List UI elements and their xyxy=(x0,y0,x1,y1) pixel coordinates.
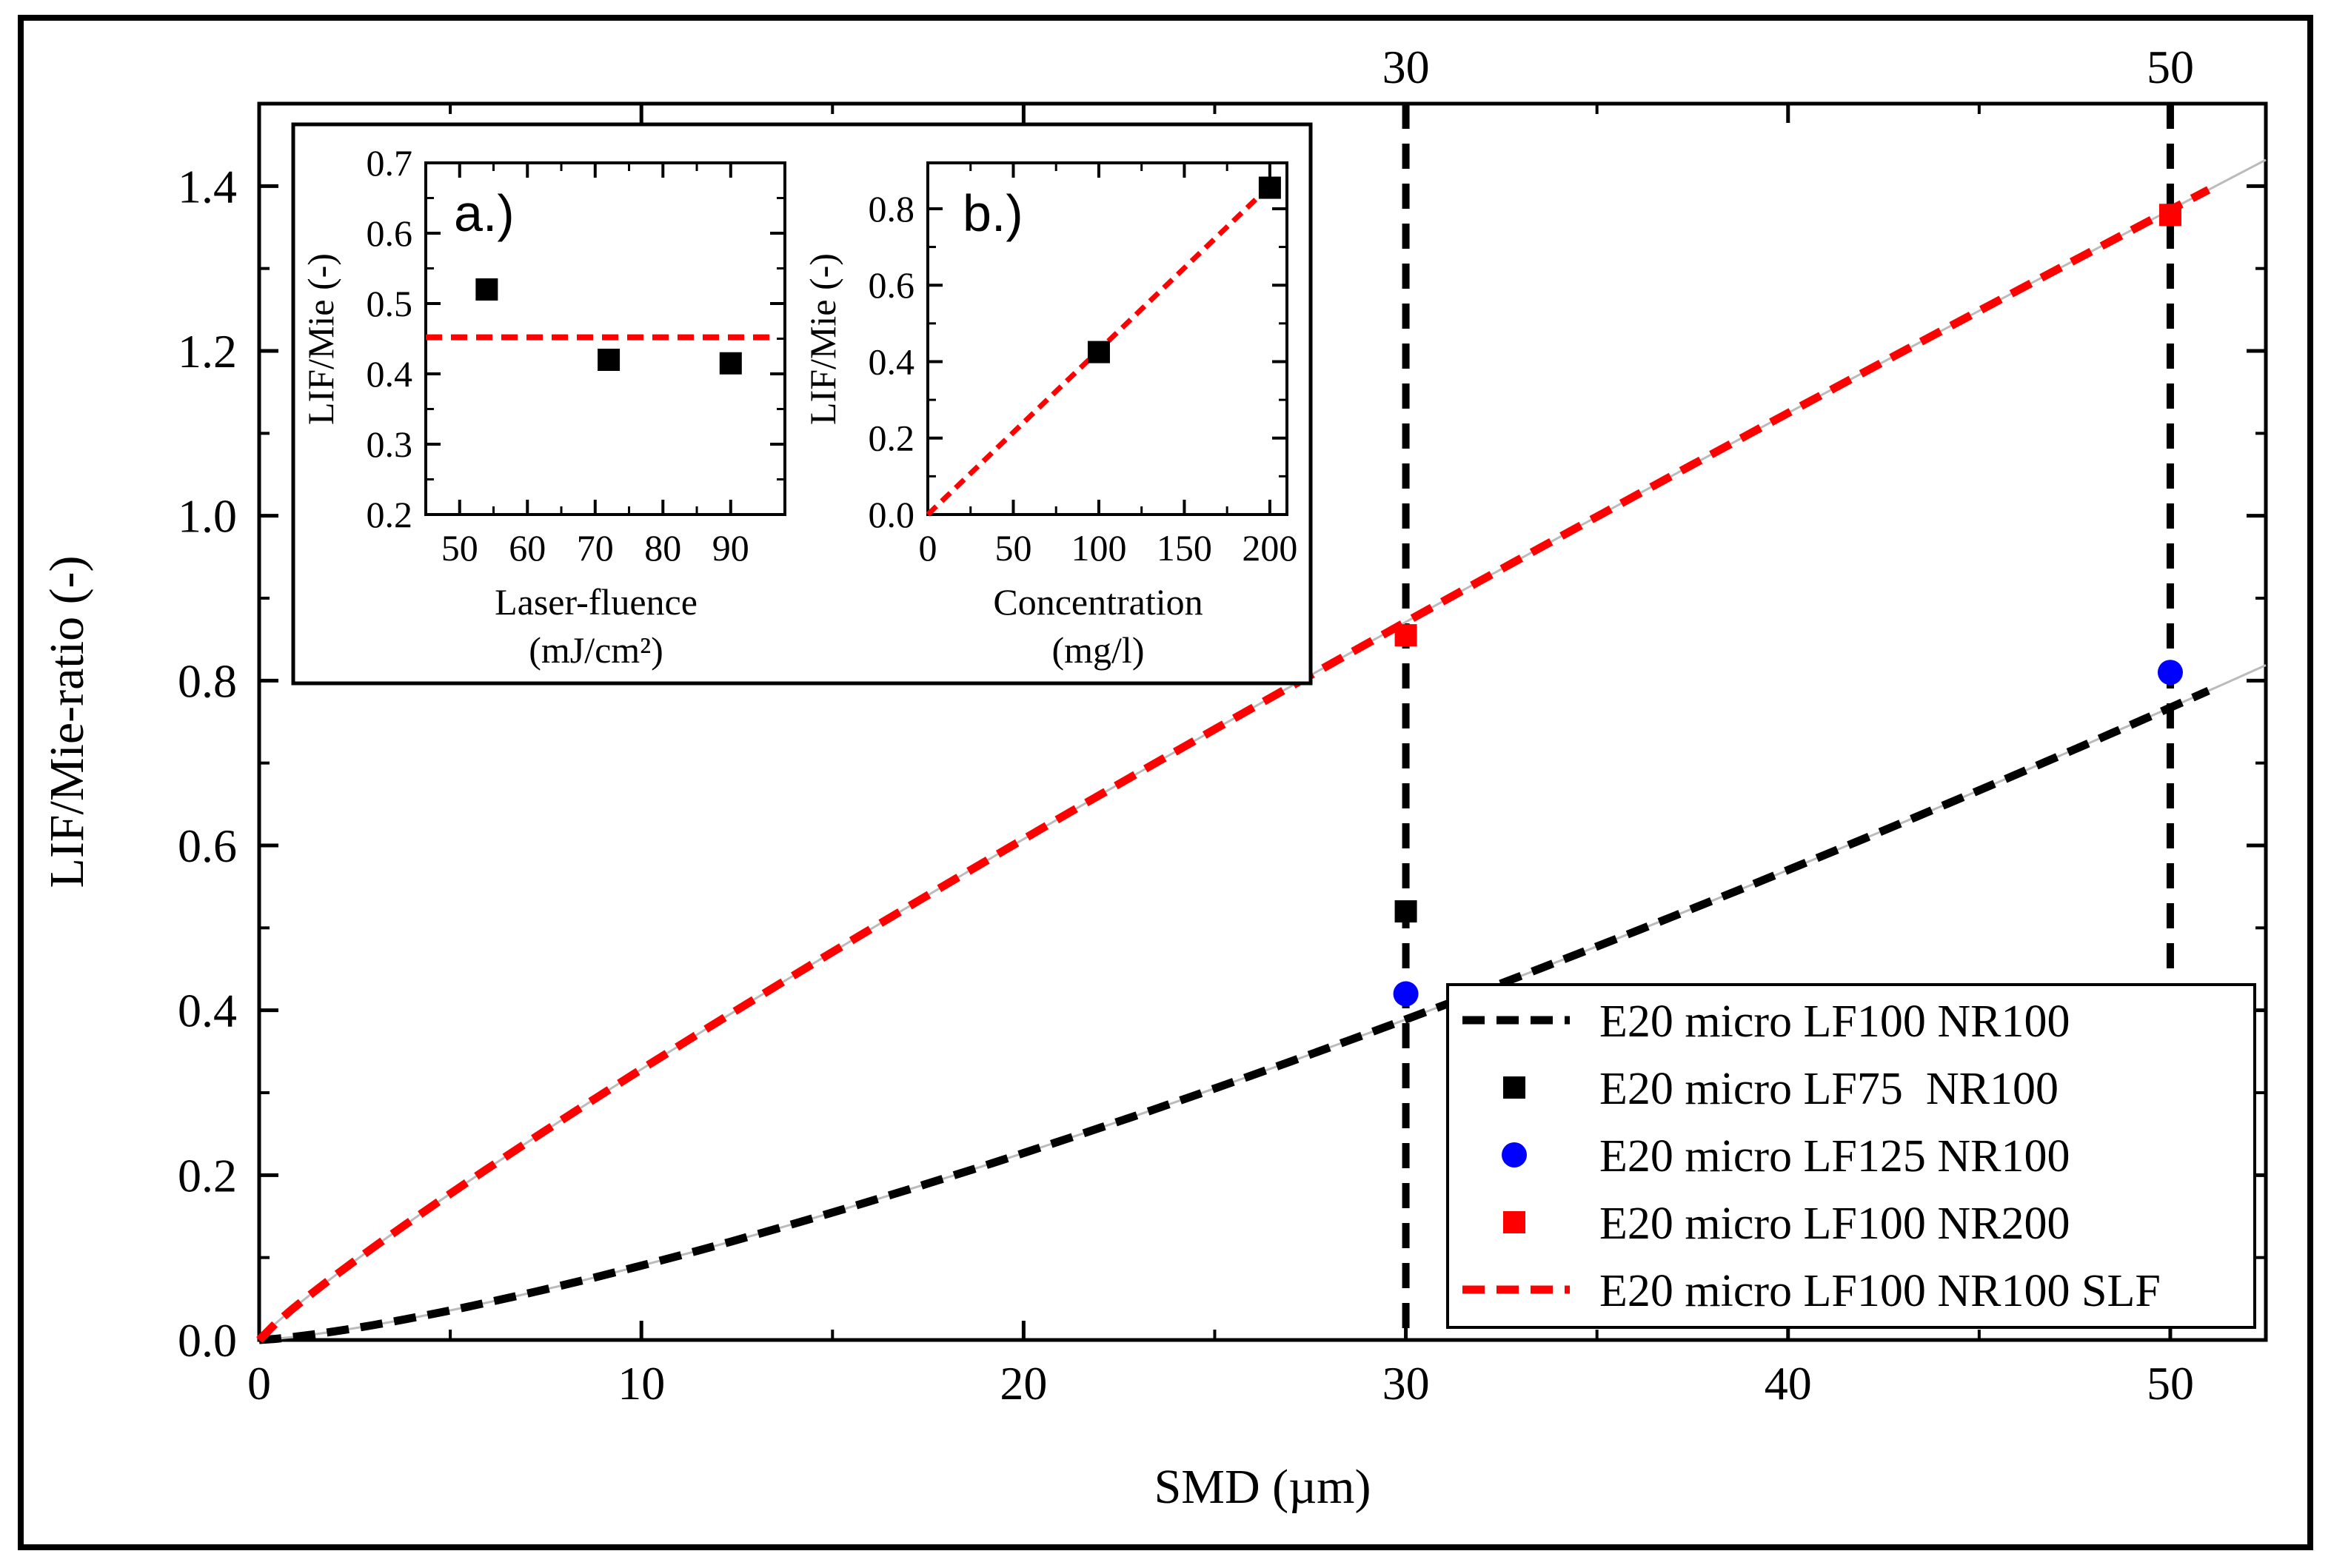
inset_a-x-tick-label: 80 xyxy=(644,527,681,569)
legend-entry-label-4: E20 micro LF100 NR100 SLF xyxy=(1599,1266,2161,1316)
main-x-tick-label: 50 xyxy=(2147,1357,2194,1410)
legend-square-swatch-3 xyxy=(1503,1211,1525,1233)
main-y-tick-label: 0.8 xyxy=(178,654,237,707)
main-series-line-0 xyxy=(258,686,2210,1344)
inset_a-x-tick-label: 70 xyxy=(577,527,614,569)
inset_b-x-tick-label: 150 xyxy=(1157,527,1212,569)
main-series-2-point-1 xyxy=(2157,660,2183,686)
inset_a-y-tick-label: 0.2 xyxy=(367,494,413,535)
inset_a-x-tick-label: 50 xyxy=(441,527,478,569)
inset_a-y-tick-label: 0.6 xyxy=(367,212,413,254)
main-chart: 0 10 20 30 40 50 0.0 0.2 0.4 0.6 0.8 1.0 1.2 1.4 30 50 xyxy=(178,41,2267,1410)
main-top-tick-label: 30 xyxy=(1382,41,1430,93)
legend-circle-swatch-2 xyxy=(1502,1142,1527,1167)
main-y-axis-label: LIF/Mie-ratio (-) xyxy=(40,555,94,888)
legend-entry-label-0: E20 micro LF100 NR100 xyxy=(1599,996,2070,1047)
main-x-tick-label: 40 xyxy=(1765,1357,1812,1410)
main-y-tick-label: 1.2 xyxy=(178,325,237,378)
main-series-3-point-0 xyxy=(1394,624,1417,647)
inset_b-y-tick-label: 0.4 xyxy=(869,341,915,382)
inset-a-x-axis-label: Laser-fluence xyxy=(495,581,698,623)
inset_b-x-tick-label: 200 xyxy=(1242,527,1297,569)
main-x-tick-label: 0 xyxy=(247,1357,271,1410)
inset_b-y-tick-label: 0.0 xyxy=(869,494,915,535)
main-x-tick-label: 20 xyxy=(1000,1357,1047,1410)
inset_a-y-tick-label: 0.7 xyxy=(367,142,413,184)
main-y-tick-label: 0.2 xyxy=(178,1149,237,1202)
main-series-3-point-1 xyxy=(2158,204,2181,227)
inset-b-y-axis-label: LIF/Mie (-) xyxy=(802,253,843,425)
inset_a-x-tick-label: 90 xyxy=(712,527,749,569)
inset-a-chart: 50 60 70 80 90 0.2 0.3 0.4 0.5 0.6 0.7 xyxy=(367,142,785,569)
inset_b-point-0 xyxy=(1087,341,1110,363)
legend: E20 micro LF100 NR100 E20 micro LF75 NR10… xyxy=(1462,996,2161,1316)
inset-b-x-axis-label: Concentration xyxy=(993,581,1203,623)
main-series-1-point-0 xyxy=(1394,900,1417,923)
legend-square-swatch-1 xyxy=(1503,1076,1525,1099)
legend-entry-label-2: E20 micro LF125 NR100 xyxy=(1599,1131,2070,1182)
inset-panel-box xyxy=(291,122,1313,686)
inset-b-x-axis-unit: (mg/l) xyxy=(1052,629,1145,671)
inset_a-point-2 xyxy=(719,352,742,375)
inset_b-x-tick-label: 100 xyxy=(1071,527,1126,569)
inset_a-point-1 xyxy=(598,349,621,371)
main-top-tick-label: 50 xyxy=(2147,41,2194,93)
legend-entry-label-3: E20 micro LF100 NR200 xyxy=(1599,1199,2070,1249)
legend-entry-label-1: E20 micro LF75 NR100 xyxy=(1599,1064,2059,1114)
main-series-2-point-0 xyxy=(1393,981,1419,1007)
inset_a-point-0 xyxy=(475,278,498,301)
inset-b-panel-label: b.) xyxy=(963,184,1023,242)
main-x-tick-label: 30 xyxy=(1382,1357,1430,1410)
inset-b-chart: 0 50 100 150 200 0.0 0.2 0.4 0.6 0.8 xyxy=(869,163,1297,569)
main-y-tick-label: 0.4 xyxy=(178,985,237,1037)
inset_b-x-tick-label: 50 xyxy=(994,527,1031,569)
main-y-tick-label: 1.4 xyxy=(178,160,237,212)
inset_b-point-1 xyxy=(1258,176,1281,199)
legend-box xyxy=(1446,983,2256,1329)
inset-a-y-axis-label: LIF/Mie (-) xyxy=(300,253,341,425)
inset_a-x-tick-label: 60 xyxy=(509,527,546,569)
inset-b-plot-area xyxy=(926,161,1288,516)
inset_b-x-tick-label: 0 xyxy=(919,527,937,569)
inset_b-y-tick-label: 0.8 xyxy=(869,188,915,229)
inset_a-y-tick-label: 0.4 xyxy=(367,353,413,395)
inset-a-x-axis-unit: (mJ/cm²) xyxy=(529,629,663,671)
inset_b-y-tick-label: 0.6 xyxy=(869,264,915,306)
inset_b-y-tick-label: 0.2 xyxy=(869,418,915,459)
main-x-axis-label: SMD (µm) xyxy=(1154,1460,1371,1514)
figure-frame xyxy=(18,15,2313,1550)
inset-a-panel-label: a.) xyxy=(454,184,515,242)
main-x-tick-label: 10 xyxy=(618,1357,665,1410)
main-y-tick-label: 0.0 xyxy=(178,1314,237,1367)
main-y-tick-label: 0.6 xyxy=(178,820,237,872)
main-y-tick-label: 1.0 xyxy=(178,490,237,543)
inset_a-y-tick-label: 0.5 xyxy=(367,283,413,324)
inset_a-y-tick-label: 0.3 xyxy=(367,423,413,465)
main-plot-area xyxy=(257,101,2268,1342)
